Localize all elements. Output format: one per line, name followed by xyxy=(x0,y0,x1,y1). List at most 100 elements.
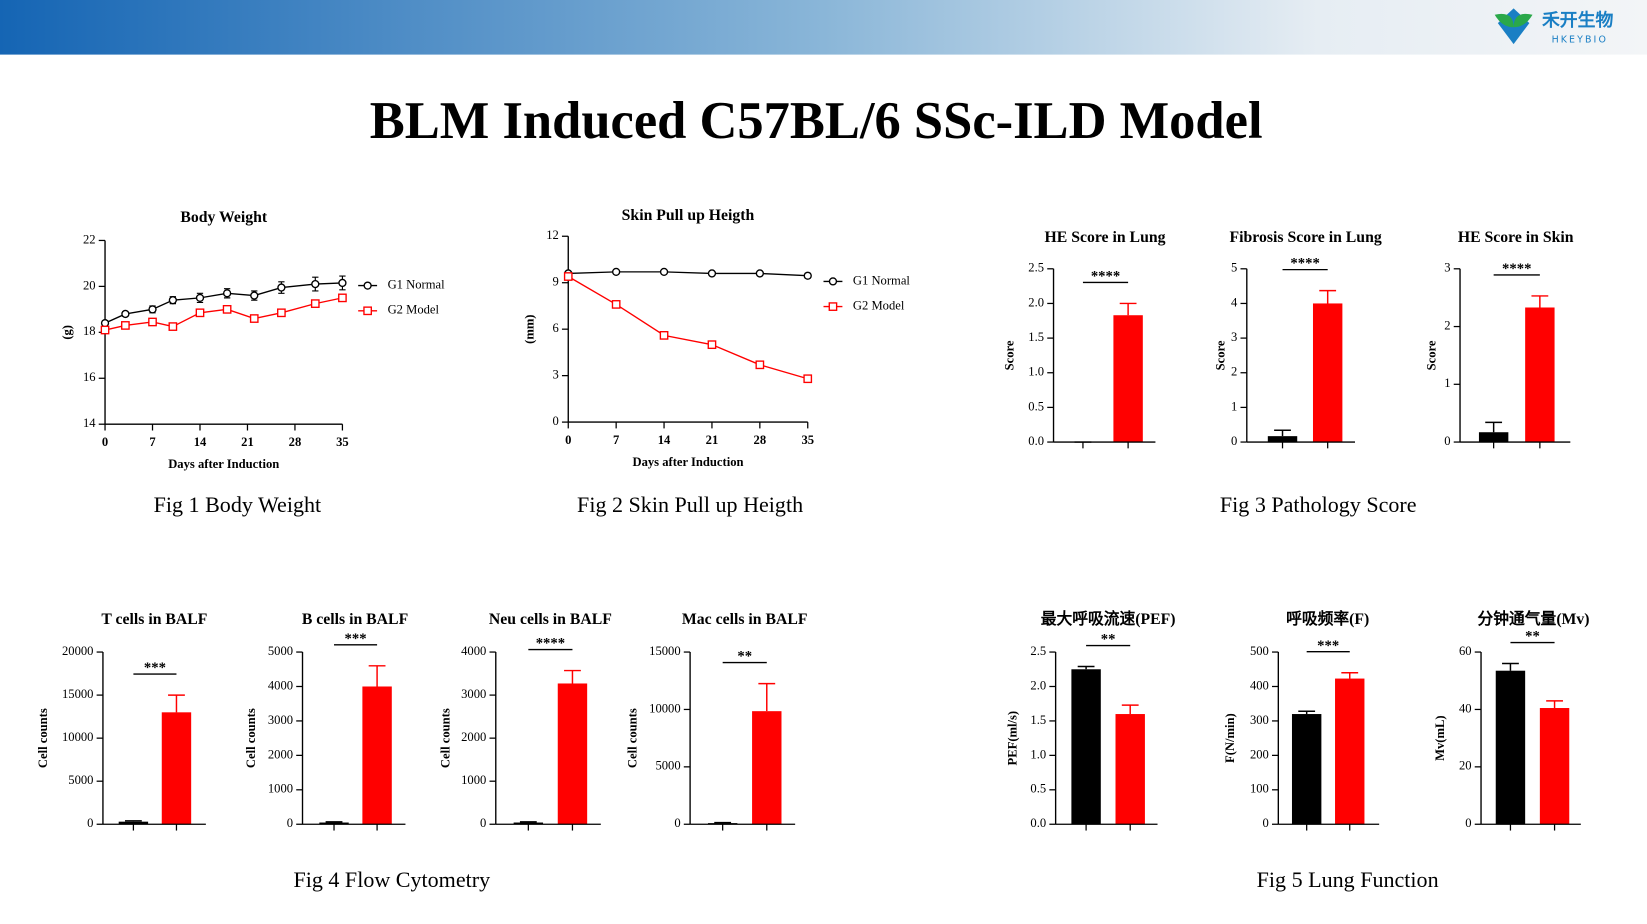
y-tick-label: 4 xyxy=(1231,295,1238,309)
series-line xyxy=(104,297,343,331)
marker xyxy=(338,278,347,288)
marker xyxy=(277,283,286,292)
figure-caption: Fig 4 Flow Cytometry xyxy=(293,867,490,892)
error-bar xyxy=(124,820,142,822)
chart-title: 分钟通气量(Mv) xyxy=(1478,609,1590,628)
error-bar xyxy=(1274,429,1291,437)
y-tick-label: 18 xyxy=(83,324,96,338)
bar xyxy=(1495,670,1526,825)
y-tick-label: 1.5 xyxy=(1028,330,1044,344)
x-tick-label: 21 xyxy=(241,435,254,449)
y-axis-label: (g) xyxy=(60,325,74,340)
legend-label: G2 Model xyxy=(388,303,440,317)
y-tick-label: 0.0 xyxy=(1030,816,1046,830)
significance-label: ** xyxy=(737,649,752,665)
y-tick-label: 6 xyxy=(553,321,559,335)
y-tick-label: 1.5 xyxy=(1030,713,1046,727)
chart-title: Skin Pull up Heigth xyxy=(622,207,755,224)
x-axis-label: Days after Induction xyxy=(632,455,743,469)
y-tick-label: 3 xyxy=(1444,261,1450,275)
x-tick-label: 0 xyxy=(565,433,571,447)
y-tick-label: 40 xyxy=(1459,701,1472,715)
y-tick-label: 2.5 xyxy=(1030,644,1046,658)
y-tick-label: 2000 xyxy=(268,747,293,761)
bar xyxy=(362,686,392,825)
marker xyxy=(222,304,232,314)
error-bar xyxy=(519,821,537,823)
y-axis-label: Score xyxy=(1425,340,1439,370)
logo-leaf xyxy=(1494,13,1533,28)
x-tick-label: 14 xyxy=(658,433,671,447)
y-tick-label: 0.5 xyxy=(1028,399,1044,413)
legend-marker xyxy=(363,306,372,316)
y-axis-label: Mv(mL) xyxy=(1433,715,1447,760)
bar xyxy=(319,822,349,825)
marker xyxy=(310,299,320,308)
y-tick-label: 4000 xyxy=(461,644,486,658)
series-line xyxy=(567,275,808,380)
y-tick-label: 5000 xyxy=(655,759,680,773)
chart-title: Neu cells in BALF xyxy=(489,611,612,628)
legend-label: G2 Model xyxy=(853,298,905,312)
chart-title: 呼吸频率(F) xyxy=(1286,609,1369,628)
marker xyxy=(563,272,573,281)
y-axis-label: (mm) xyxy=(522,314,536,343)
y-tick-label: 2.5 xyxy=(1028,261,1044,275)
y-tick-label: 1 xyxy=(1444,376,1450,390)
y-tick-label: 14 xyxy=(83,416,96,430)
bar xyxy=(1291,714,1322,825)
y-tick-label: 0.0 xyxy=(1028,434,1044,448)
y-tick-label: 2000 xyxy=(461,730,486,744)
y-axis-label: Score xyxy=(1213,340,1227,370)
bar xyxy=(1267,436,1298,443)
error-bar xyxy=(1319,289,1337,304)
error-bar xyxy=(1341,671,1359,679)
significance-label: **** xyxy=(1290,256,1319,272)
marker xyxy=(707,340,717,350)
chart-title: T cells in BALF xyxy=(101,611,207,628)
y-tick-label: 200 xyxy=(1250,747,1269,761)
error-bar xyxy=(1502,662,1519,671)
marker xyxy=(249,314,259,323)
marker xyxy=(311,279,320,289)
y-tick-label: 0 xyxy=(287,816,293,830)
y-tick-label: 3 xyxy=(1231,330,1237,344)
x-tick-label: 28 xyxy=(754,433,767,447)
y-tick-label: 60 xyxy=(1459,644,1472,658)
bar xyxy=(513,822,544,825)
y-tick-label: 12 xyxy=(546,228,559,242)
y-tick-label: 0 xyxy=(553,414,559,428)
marker xyxy=(222,289,232,298)
figure-caption: Fig 3 Pathology Score xyxy=(1220,492,1417,517)
y-tick-label: 400 xyxy=(1250,678,1269,692)
y-tick-label: 0 xyxy=(1465,816,1471,830)
y-tick-label: 0 xyxy=(480,816,486,830)
significance-label: *** xyxy=(1317,638,1339,654)
y-tick-label: 2.0 xyxy=(1030,678,1046,692)
marker xyxy=(707,269,717,278)
x-axis-label: Days after Induction xyxy=(168,457,279,471)
y-tick-label: 5000 xyxy=(68,773,93,787)
chart-title: Fibrosis Score in Lung xyxy=(1230,229,1382,246)
x-tick-label: 7 xyxy=(613,433,619,447)
figure-caption: Fig 2 Skin Pull up Heigth xyxy=(577,492,803,517)
marker xyxy=(659,267,669,277)
figure-caption: Fig 5 Lung Function xyxy=(1257,867,1439,892)
marker xyxy=(659,331,669,340)
y-tick-label: 1.0 xyxy=(1028,365,1044,379)
y-tick-label: 3 xyxy=(553,368,559,382)
y-tick-label: 1000 xyxy=(461,773,486,787)
y-tick-label: 20 xyxy=(83,278,96,292)
significance-label: ** xyxy=(1525,629,1540,645)
bar xyxy=(161,712,192,825)
bar xyxy=(1539,708,1570,825)
bar xyxy=(752,711,782,825)
y-tick-label: 10000 xyxy=(62,730,93,744)
logo-name: 禾开生物 xyxy=(1542,9,1614,31)
significance-label: ** xyxy=(1101,632,1116,648)
bar xyxy=(1525,307,1555,443)
y-tick-label: 15000 xyxy=(649,644,680,658)
y-tick-label: 1.0 xyxy=(1030,747,1046,761)
error-bar xyxy=(564,669,581,684)
